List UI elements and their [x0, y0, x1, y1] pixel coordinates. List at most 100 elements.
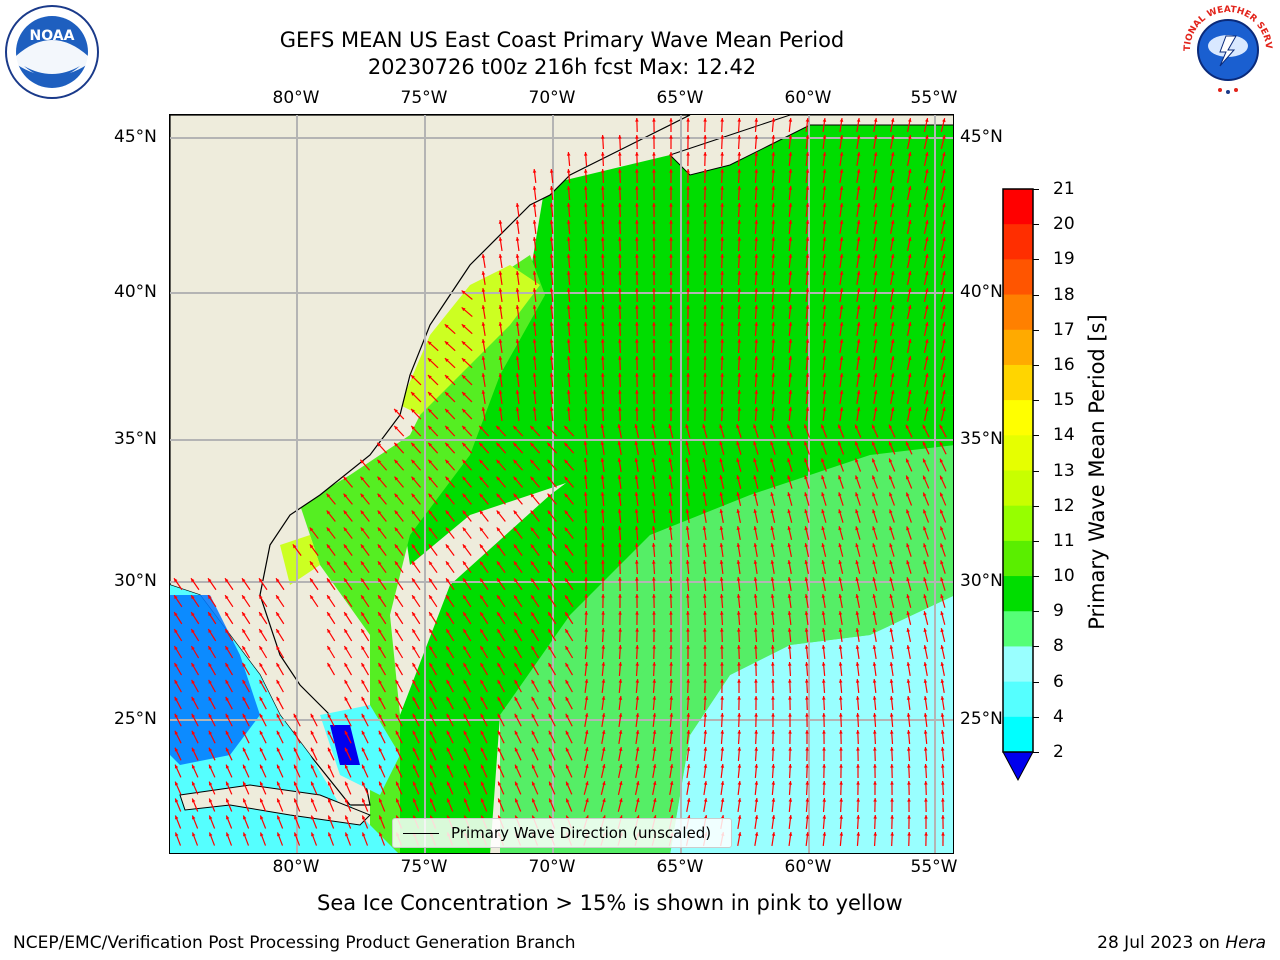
- colorbar-tick-label: 11: [1053, 530, 1075, 551]
- wave-arrow-head: [890, 203, 895, 207]
- footer-date: 28 Jul 2023 on Hera: [1097, 933, 1266, 953]
- wave-arrow-head: [856, 730, 860, 734]
- wave-arrow-head: [720, 356, 724, 360]
- wave-arrow-head: [600, 271, 605, 275]
- wave-arrow-head: [872, 509, 876, 514]
- wave-arrow-head: [515, 390, 520, 394]
- wave-arrow-head: [260, 832, 264, 837]
- wave-arrow-head: [754, 118, 759, 122]
- lon-label-bottom-70w: 70°W: [528, 857, 576, 877]
- wave-arrow-head: [361, 629, 365, 634]
- wave-arrow-head: [805, 135, 810, 139]
- wave-arrow-head: [531, 679, 535, 684]
- wave-arrow-head: [362, 832, 366, 837]
- wave-arrow-head: [686, 135, 690, 139]
- wave-arrow-head: [585, 798, 589, 803]
- wave-arrow-head: [720, 322, 724, 326]
- wave-arrow-head: [394, 510, 399, 515]
- wave-arrow-head: [939, 475, 944, 480]
- wave-arrow-head: [907, 169, 912, 174]
- wave-arrow-head: [496, 425, 500, 430]
- noaa-logo: NOAA: [4, 4, 100, 104]
- wave-arrow-head: [923, 628, 928, 633]
- wave-arrow-head: [515, 339, 520, 343]
- wave-arrow-head: [856, 186, 861, 190]
- wave-arrow-head: [719, 492, 724, 497]
- wave-arrow-head: [496, 544, 501, 549]
- wave-arrow-head: [788, 322, 793, 326]
- colorbar-tick-label: 16: [1053, 354, 1075, 375]
- wave-arrow-head: [635, 628, 639, 632]
- wave-arrow-head: [600, 152, 605, 156]
- wave-arrow-head: [326, 561, 331, 566]
- wave-arrow-head: [618, 560, 622, 564]
- wave-arrow-head: [480, 578, 484, 583]
- wave-arrow-head: [395, 798, 400, 803]
- wave-arrow-head: [564, 510, 569, 515]
- wave-arrow-head: [822, 169, 827, 173]
- wave-arrow-head: [770, 526, 775, 531]
- wave-arrow-head: [822, 186, 827, 190]
- lon-label-bottom-65w: 65°W: [656, 857, 704, 877]
- wave-arrow-head: [565, 578, 569, 583]
- wave-arrow-head: [277, 832, 281, 837]
- lat-label-right-35n: 35°N: [960, 429, 1003, 449]
- wave-arrow-head: [805, 407, 810, 411]
- wave-arrow-head: [565, 696, 569, 701]
- wave-arrow-head: [361, 713, 366, 718]
- wave-arrow-head: [771, 764, 776, 768]
- wave-arrow-head: [770, 594, 775, 598]
- wave-arrow-head: [873, 356, 878, 360]
- wave-arrow-head: [583, 288, 588, 292]
- wave-arrow-head: [754, 237, 759, 241]
- wave-arrow-head: [737, 815, 742, 819]
- wave-arrow-head: [839, 815, 844, 819]
- wave-arrow-head: [618, 662, 623, 666]
- wave-arrow-head: [310, 781, 315, 786]
- wave-arrow-head: [770, 611, 775, 615]
- wave-arrow-head: [428, 510, 433, 515]
- wave-arrow-head: [344, 781, 349, 786]
- wave-arrow-head: [855, 526, 859, 531]
- wave-arrow-head: [805, 356, 810, 360]
- wave-arrow-head: [805, 764, 809, 768]
- wave-arrow-head: [822, 118, 827, 122]
- wave-arrow-head: [771, 747, 775, 751]
- wave-arrow-head: [479, 561, 484, 566]
- wave-arrow-head: [871, 441, 876, 446]
- wave-direction-arrows: [173, 117, 947, 847]
- wave-arrow-head: [208, 595, 212, 600]
- wave-arrow-head: [907, 220, 912, 225]
- wave-arrow-head: [378, 713, 383, 718]
- wave-arrow-head: [686, 271, 690, 275]
- wave-arrow-head: [618, 220, 622, 224]
- wave-arrow-head: [531, 730, 536, 735]
- wave-arrow-head: [889, 492, 893, 497]
- wave-arrow-head: [344, 713, 349, 718]
- wave-arrow-head: [259, 713, 264, 718]
- wave-arrow-head: [669, 764, 674, 768]
- wave-arrow-head: [411, 561, 416, 566]
- wave-arrow-head: [668, 509, 673, 513]
- wave-arrow-head: [669, 135, 673, 139]
- wave-arrow-head: [634, 441, 639, 445]
- wave-arrow-head: [652, 322, 656, 326]
- wave-arrow-head: [566, 373, 571, 377]
- wave-arrow-head: [361, 662, 365, 667]
- wave-arrow-head: [804, 611, 809, 615]
- wave-arrow-head: [720, 679, 724, 683]
- wave-arrow-head: [446, 645, 450, 650]
- wave-arrow-head: [856, 135, 861, 139]
- wave-arrow-head: [839, 764, 843, 768]
- wave-arrow-head: [771, 815, 776, 819]
- wave-arrow-head: [259, 629, 263, 634]
- wave-arrow-head: [720, 662, 724, 666]
- wave-arrow-head: [753, 560, 758, 564]
- wave-arrow-head: [753, 526, 758, 530]
- wave-arrow-head: [411, 510, 416, 515]
- wave-arrow-head: [922, 424, 927, 429]
- wave-arrow-head: [855, 475, 859, 480]
- wave-arrow-head: [703, 645, 707, 649]
- wave-arrow-head: [618, 356, 622, 360]
- wave-arrow-head: [890, 373, 895, 377]
